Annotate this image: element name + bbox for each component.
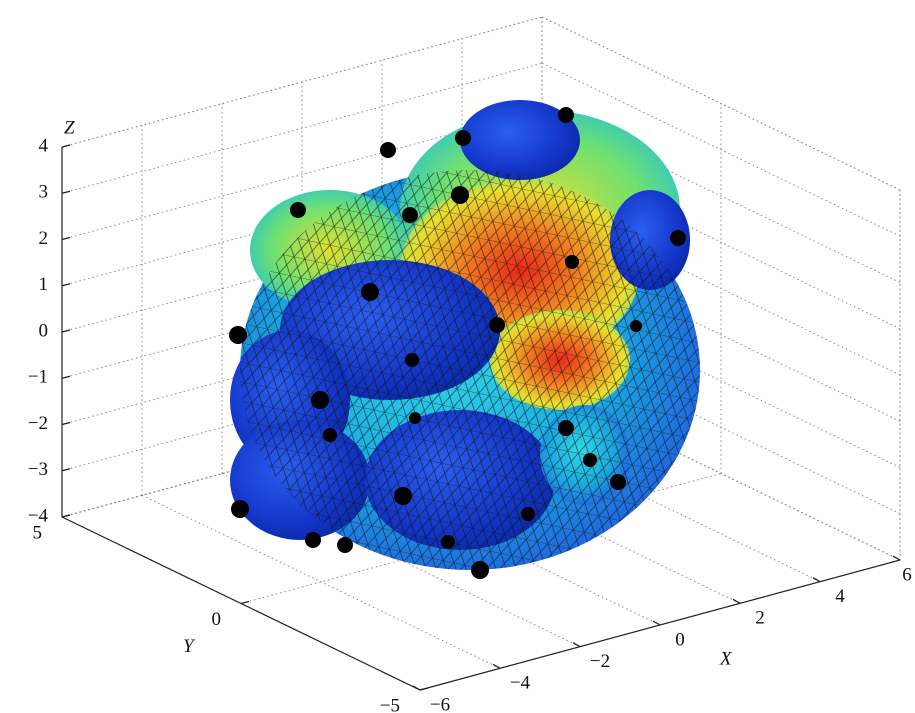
x-tick-label: 0 bbox=[675, 629, 685, 650]
x-tick bbox=[653, 621, 660, 625]
x-tick bbox=[413, 686, 420, 690]
x-tick-label: 2 bbox=[755, 608, 765, 629]
chart: −4−3−2−101234−505−6−4−20246ZYX bbox=[0, 0, 915, 713]
z-tick bbox=[62, 376, 70, 378]
z-tick-label: 4 bbox=[39, 135, 49, 156]
y-tick bbox=[241, 602, 249, 604]
z-tick bbox=[62, 423, 70, 425]
x-tick bbox=[573, 643, 580, 647]
y-axis-label: Y bbox=[183, 636, 196, 657]
x-tick-label: −6 bbox=[430, 694, 450, 713]
z-axis-label: Z bbox=[64, 117, 75, 138]
x-tick bbox=[493, 664, 500, 668]
z-tick-label: 3 bbox=[39, 182, 49, 203]
x-tick-label: −2 bbox=[590, 651, 610, 672]
y-tick-label: 0 bbox=[212, 609, 222, 630]
x-axis-label: X bbox=[719, 648, 733, 669]
surface bbox=[229, 100, 700, 579]
z-tick bbox=[62, 145, 70, 147]
x-tick-label: 4 bbox=[835, 586, 845, 607]
z-tick bbox=[62, 330, 70, 332]
z-tick-label: 1 bbox=[39, 274, 49, 295]
x-tick-label: −4 bbox=[510, 673, 531, 694]
y-tick-label: 5 bbox=[33, 522, 43, 543]
y-tick-label: −5 bbox=[380, 695, 400, 713]
z-tick-label: 0 bbox=[39, 320, 49, 341]
z-tick bbox=[62, 284, 70, 286]
z-tick-label: −2 bbox=[28, 413, 48, 434]
z-tick bbox=[62, 469, 70, 471]
x-tick bbox=[733, 599, 740, 603]
z-tick bbox=[62, 238, 70, 240]
x-tick bbox=[893, 556, 900, 560]
z-tick-label: −3 bbox=[28, 459, 48, 480]
z-tick-label: −1 bbox=[28, 367, 48, 388]
z-tick-label: 2 bbox=[39, 228, 49, 249]
x-tick-label: 6 bbox=[902, 564, 912, 585]
x-tick bbox=[813, 578, 820, 582]
y-tick bbox=[62, 515, 70, 517]
z-tick bbox=[62, 191, 70, 193]
